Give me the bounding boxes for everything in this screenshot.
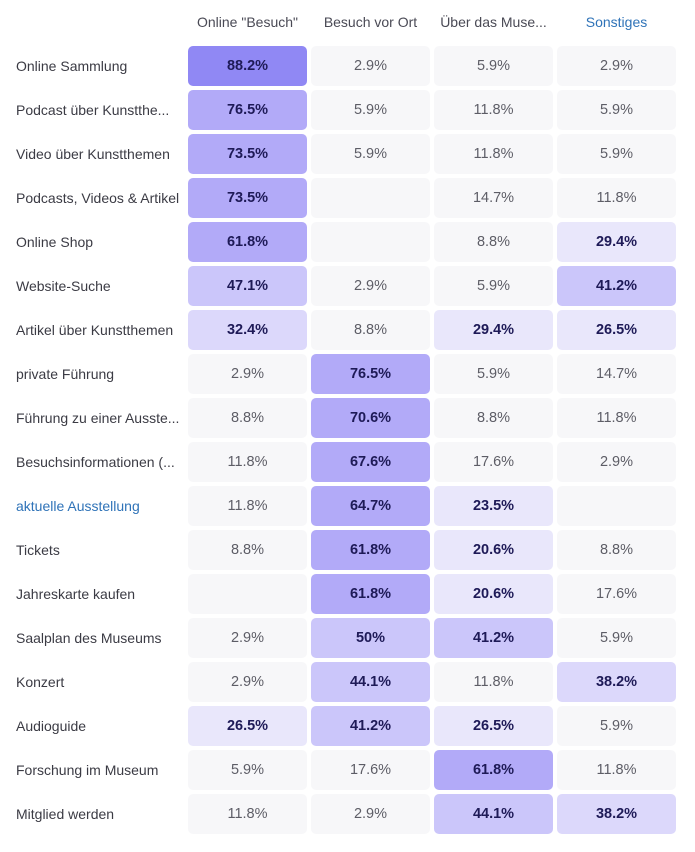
heatmap-cell: 41.2% [557, 266, 676, 306]
heatmap-cell: 44.1% [434, 794, 553, 834]
heatmap-cell: 38.2% [557, 794, 676, 834]
heatmap-cell: 64.7% [311, 486, 430, 526]
heatmap-cell [557, 486, 676, 526]
row-label: Tickets [16, 542, 60, 558]
heatmap-cell: 44.1% [311, 662, 430, 702]
heatmap-cell: 14.7% [434, 178, 553, 218]
heatmap-cell: 11.8% [434, 90, 553, 130]
heatmap-cell: 23.5% [434, 486, 553, 526]
heatmap-cell: 8.8% [188, 398, 307, 438]
heatmap-cell: 26.5% [434, 706, 553, 746]
heatmap-cell: 11.8% [188, 442, 307, 482]
heatmap-cell: 2.9% [311, 266, 430, 306]
row-label: Besuchsinformationen (... [16, 454, 175, 470]
heatmap-cell: 8.8% [434, 398, 553, 438]
heatmap-cell: 88.2% [188, 46, 307, 86]
heatmap-cell: 26.5% [188, 706, 307, 746]
heatmap-cell: 20.6% [434, 574, 553, 614]
column-header: Sonstiges [585, 14, 648, 30]
heatmap-cell: 11.8% [434, 662, 553, 702]
heatmap-cell: 32.4% [188, 310, 307, 350]
heatmap-cell: 50% [311, 618, 430, 658]
heatmap-cell: 8.8% [434, 222, 553, 262]
heatmap-cell: 70.6% [311, 398, 430, 438]
row-label: Podcast über Kunstthe... [16, 102, 170, 118]
row-label: Video über Kunstthemen [16, 146, 170, 162]
heatmap-cell: 29.4% [434, 310, 553, 350]
heatmap-cell: 8.8% [188, 530, 307, 570]
row-label: Mitglied werden [16, 806, 115, 822]
heatmap-cell: 11.8% [557, 750, 676, 790]
heatmap-cell: 11.8% [188, 486, 307, 526]
heatmap-cell: 47.1% [188, 266, 307, 306]
heatmap-cell: 11.8% [188, 794, 307, 834]
row-label: Konzert [16, 674, 65, 690]
heatmap-cell: 67.6% [311, 442, 430, 482]
row-label[interactable]: aktuelle Ausstellung [16, 498, 140, 514]
row-label: private Führung [16, 366, 115, 382]
row-label: Saalplan des Museums [16, 630, 162, 646]
heatmap-cell: 2.9% [188, 618, 307, 658]
heatmap-cell: 8.8% [557, 530, 676, 570]
column-header: Über das Muse... [440, 14, 547, 30]
heatmap-cell: 17.6% [311, 750, 430, 790]
heatmap-cell: 5.9% [311, 90, 430, 130]
heatmap-cell [311, 222, 430, 262]
heatmap-cell: 76.5% [188, 90, 307, 130]
row-label: Führung zu einer Ausste... [16, 410, 180, 426]
heatmap-cell [311, 178, 430, 218]
heatmap-cell: 5.9% [557, 90, 676, 130]
heatmap-cell: 61.8% [311, 530, 430, 570]
heatmap-cell: 5.9% [557, 618, 676, 658]
heatmap-cell: 5.9% [311, 134, 430, 174]
row-label: Podcasts, Videos & Artikel [16, 190, 180, 206]
row-label: Online Sammlung [16, 58, 128, 74]
heatmap-cell: 5.9% [434, 46, 553, 86]
heatmap-cell: 2.9% [188, 662, 307, 702]
heatmap-cell: 61.8% [311, 574, 430, 614]
heatmap-cell: 2.9% [311, 46, 430, 86]
heatmap-cell: 76.5% [311, 354, 430, 394]
heatmap-cell: 73.5% [188, 134, 307, 174]
column-header: Besuch vor Ort [323, 14, 418, 30]
heatmap-cell: 20.6% [434, 530, 553, 570]
row-label: Website-Suche [16, 278, 111, 294]
heatmap-cell: 11.8% [557, 398, 676, 438]
heatmap-cell: 38.2% [557, 662, 676, 702]
heatmap-cell: 11.8% [434, 134, 553, 174]
heatmap-cell: 5.9% [557, 706, 676, 746]
heatmap-cell: 73.5% [188, 178, 307, 218]
heatmap-cell: 5.9% [434, 354, 553, 394]
row-label: Jahreskarte kaufen [16, 586, 136, 602]
heatmap-cell: 5.9% [188, 750, 307, 790]
heatmap-cell: 17.6% [557, 574, 676, 614]
heatmap-cell: 2.9% [188, 354, 307, 394]
row-label: Online Shop [16, 234, 94, 250]
heatmap-cell: 61.8% [188, 222, 307, 262]
heatmap-cell: 8.8% [311, 310, 430, 350]
heatmap-cell [188, 574, 307, 614]
heatmap-cell: 26.5% [557, 310, 676, 350]
heatmap-cell: 5.9% [557, 134, 676, 174]
heatmap-cell: 14.7% [557, 354, 676, 394]
heatmap-cell: 41.2% [311, 706, 430, 746]
heatmap-cell: 11.8% [557, 178, 676, 218]
row-label: Audioguide [16, 718, 87, 734]
heatmap-cell: 29.4% [557, 222, 676, 262]
row-label: Forschung im Museum [16, 762, 159, 778]
heatmap-cell: 5.9% [434, 266, 553, 306]
heatmap-cell: 41.2% [434, 618, 553, 658]
heatmap-cell: 2.9% [311, 794, 430, 834]
heatmap-cell: 2.9% [557, 46, 676, 86]
heatmap-cell: 2.9% [557, 442, 676, 482]
heatmap-cell: 61.8% [434, 750, 553, 790]
heatmap-cell: 17.6% [434, 442, 553, 482]
column-header: Online "Besuch" [197, 14, 298, 30]
row-label: Artikel über Kunstthemen [16, 322, 174, 338]
